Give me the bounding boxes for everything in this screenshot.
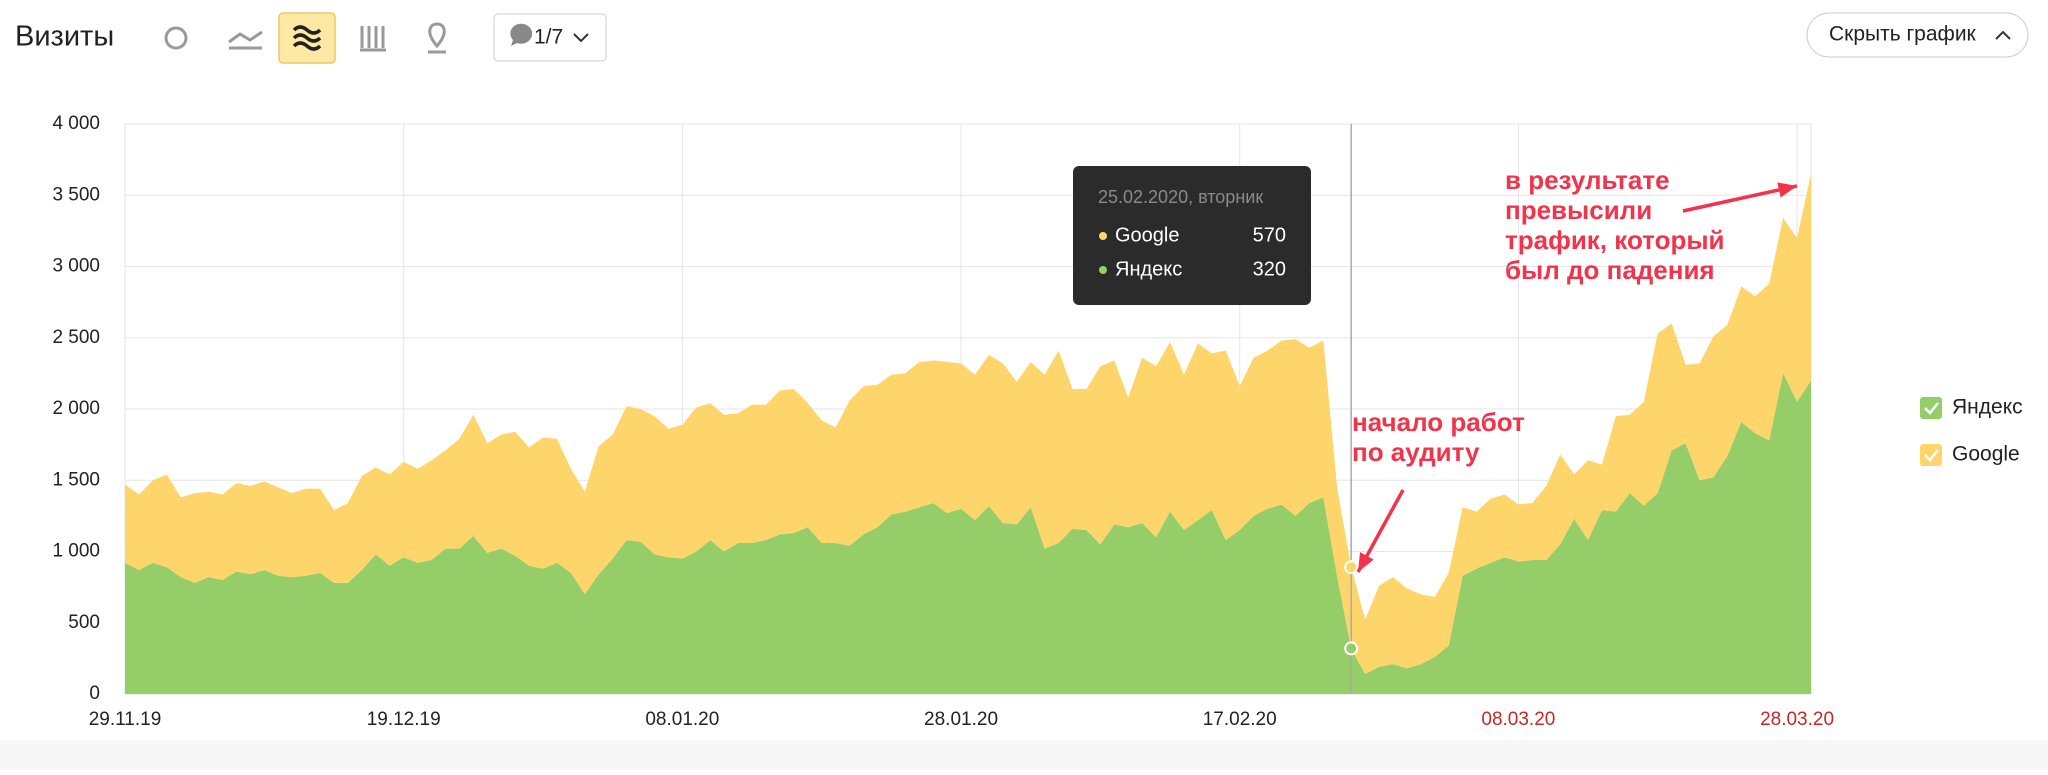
plot: 0 500 1 000 1 500 2 000 2 500 3 000 3 500 4 000 2… bbox=[52, 113, 1834, 730]
y-tick-label: 2 500 bbox=[52, 327, 100, 348]
footer-band bbox=[0, 740, 2048, 770]
tooltip-title: 25.02.2020, вторник bbox=[1098, 187, 1263, 207]
comment-icon bbox=[510, 23, 533, 46]
x-tick-label: 08.03.20 bbox=[1481, 709, 1555, 730]
legend-checkbox bbox=[1920, 444, 1942, 466]
tooltip-name: Яндекс bbox=[1115, 258, 1182, 280]
dropdown-arrow bbox=[573, 33, 589, 43]
area-icon bbox=[292, 25, 322, 51]
collapse-arrow bbox=[1995, 30, 2011, 40]
x-tick-label: 19.12.19 bbox=[367, 709, 441, 730]
y-tick-label: 3 000 bbox=[52, 256, 100, 277]
bar-icon[interactable] bbox=[360, 26, 386, 52]
x-tick-label: 28.03.20 bbox=[1760, 709, 1834, 730]
x-tick-label: 28.01.20 bbox=[924, 709, 998, 730]
annotation-text: был до падения bbox=[1505, 255, 1715, 285]
tooltip-name: Google bbox=[1115, 224, 1180, 246]
hide-chart-label: Скрыть график bbox=[1829, 23, 1977, 46]
area bbox=[125, 373, 1811, 694]
x-tick-label: 29.11.19 bbox=[89, 709, 162, 730]
annotation-text: по аудиту bbox=[1352, 437, 1480, 467]
x-tick-label: 17.02.20 bbox=[1203, 709, 1277, 730]
page-title: Визиты bbox=[15, 21, 114, 53]
y-tick-label: 3 500 bbox=[52, 184, 100, 205]
legend-check bbox=[1924, 449, 1939, 462]
tooltip-dot bbox=[1099, 232, 1107, 240]
x-tick-label: 08.01.20 bbox=[645, 709, 719, 730]
hide-chart-button[interactable] bbox=[1806, 12, 2029, 58]
annotation-text: превысили bbox=[1505, 195, 1652, 225]
map-icon[interactable] bbox=[428, 22, 446, 54]
tooltip: 25.02.2020, вторник Google 570 Яндекс 320 bbox=[1073, 166, 1311, 305]
y-tick-label: 2 000 bbox=[52, 398, 100, 419]
legend-check bbox=[1924, 402, 1939, 415]
tooltip-value: 320 bbox=[1253, 258, 1286, 280]
pie-icon[interactable] bbox=[164, 26, 188, 50]
hover-point bbox=[1344, 560, 1359, 575]
annotation-text: в результате bbox=[1505, 165, 1670, 195]
legend-label: Яндекс bbox=[1952, 396, 2023, 419]
annotation-arrowhead bbox=[1358, 552, 1374, 572]
legend-label: Google bbox=[1952, 443, 2020, 466]
y-tick-label: 500 bbox=[68, 612, 100, 633]
y-tick-label: 1 000 bbox=[52, 541, 100, 562]
line-icon[interactable] bbox=[228, 30, 263, 50]
tooltip-value: 570 bbox=[1253, 224, 1286, 246]
comments-count: 1/7 bbox=[534, 26, 563, 49]
annotation-arrow bbox=[1682, 184, 1798, 213]
annotation-text: трафик, который bbox=[1505, 225, 1725, 255]
y-tick-label: 0 bbox=[89, 683, 100, 704]
chart-type-icons bbox=[164, 12, 446, 64]
legend-checkbox bbox=[1920, 397, 1942, 419]
area bbox=[125, 173, 1811, 675]
y-tick-label: 1 500 bbox=[52, 469, 100, 490]
y-tick-label: 4 000 bbox=[52, 113, 100, 134]
tooltip-box bbox=[1073, 166, 1311, 305]
annotation-arrowhead bbox=[1777, 182, 1797, 198]
annotation-text: начало работ bbox=[1352, 407, 1525, 437]
hover-point bbox=[1344, 641, 1359, 656]
tooltip-dot bbox=[1099, 266, 1107, 274]
